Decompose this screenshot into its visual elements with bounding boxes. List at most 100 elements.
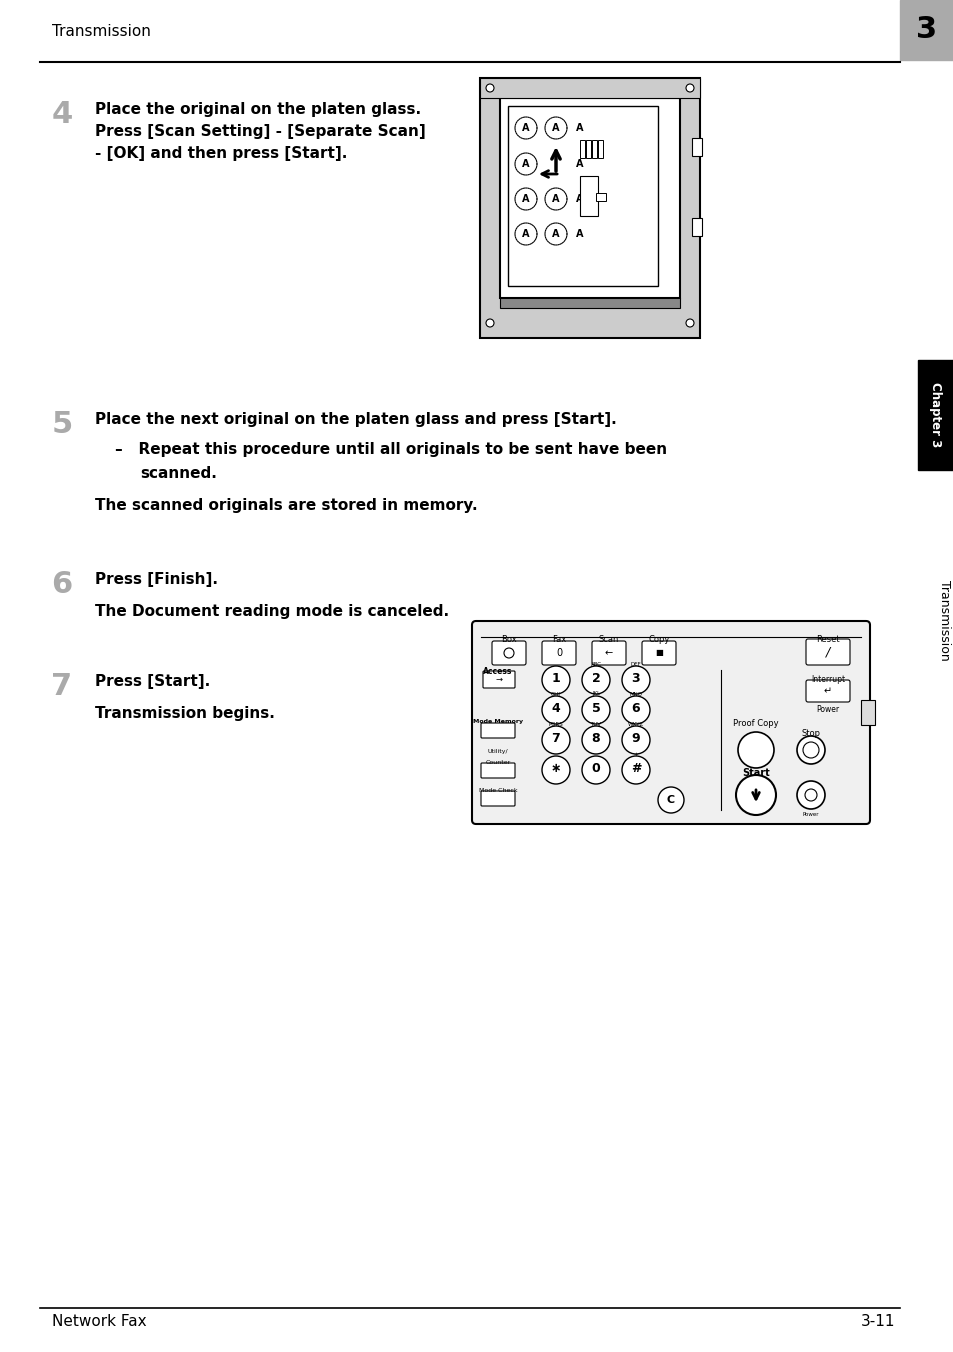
- Text: The Document reading mode is canceled.: The Document reading mode is canceled.: [95, 604, 449, 619]
- Text: 6: 6: [51, 571, 72, 599]
- Text: Place the next original on the platen glass and press [Start].: Place the next original on the platen gl…: [95, 412, 616, 427]
- Text: A: A: [552, 228, 559, 239]
- FancyBboxPatch shape: [480, 763, 515, 777]
- Bar: [596, 193, 605, 201]
- Bar: [592, 141, 597, 158]
- Polygon shape: [579, 176, 598, 216]
- Text: JKL: JKL: [591, 691, 599, 696]
- Text: Transmission: Transmission: [938, 580, 950, 660]
- Text: 8: 8: [591, 731, 599, 745]
- Text: Network Fax: Network Fax: [52, 1314, 147, 1329]
- FancyBboxPatch shape: [592, 641, 625, 665]
- Text: Mode Memory: Mode Memory: [473, 718, 522, 723]
- Text: 5: 5: [591, 702, 599, 714]
- Bar: [585, 141, 590, 158]
- Text: Box: Box: [500, 634, 517, 644]
- Text: Chapter 3: Chapter 3: [928, 383, 942, 448]
- Text: Transmission: Transmission: [52, 24, 151, 39]
- Circle shape: [541, 726, 569, 754]
- FancyBboxPatch shape: [482, 671, 515, 688]
- Text: Mode Check: Mode Check: [478, 788, 517, 794]
- FancyBboxPatch shape: [541, 641, 576, 665]
- Bar: [499, 297, 679, 308]
- Text: –   Repeat this procedure until all originals to be sent have been: – Repeat this procedure until all origin…: [115, 442, 666, 457]
- FancyBboxPatch shape: [492, 641, 525, 665]
- Text: A: A: [521, 193, 529, 204]
- Circle shape: [541, 696, 569, 725]
- Text: 6: 6: [631, 702, 639, 714]
- Text: A: A: [521, 160, 529, 169]
- Text: Interrupt: Interrupt: [810, 676, 844, 684]
- Text: 3: 3: [631, 672, 639, 684]
- Circle shape: [581, 756, 609, 784]
- Bar: [917, 360, 953, 470]
- Circle shape: [685, 319, 693, 327]
- Circle shape: [621, 696, 649, 725]
- Text: The scanned originals are stored in memory.: The scanned originals are stored in memo…: [95, 498, 477, 512]
- Text: A: A: [576, 123, 583, 132]
- Text: A: A: [521, 228, 529, 239]
- FancyBboxPatch shape: [472, 621, 869, 823]
- Text: Reset: Reset: [816, 634, 839, 644]
- Text: A: A: [521, 123, 529, 132]
- Text: Press [Start].: Press [Start].: [95, 675, 210, 690]
- Text: →: →: [495, 675, 502, 684]
- Text: Power: Power: [801, 813, 819, 818]
- Text: C: C: [666, 795, 675, 804]
- Bar: [479, 78, 700, 97]
- Text: PQRS: PQRS: [548, 722, 563, 726]
- FancyBboxPatch shape: [805, 680, 849, 702]
- Bar: [479, 78, 700, 338]
- Text: 7: 7: [551, 731, 559, 745]
- Text: 0: 0: [556, 648, 561, 658]
- Text: A: A: [576, 160, 583, 169]
- Text: A: A: [552, 193, 559, 204]
- Text: Start: Start: [741, 768, 769, 777]
- Text: ←: ←: [604, 648, 613, 658]
- Text: Proof Copy: Proof Copy: [733, 718, 778, 727]
- FancyBboxPatch shape: [641, 641, 676, 665]
- Circle shape: [685, 84, 693, 92]
- Text: Scan: Scan: [598, 634, 618, 644]
- Circle shape: [658, 787, 683, 813]
- FancyBboxPatch shape: [805, 639, 849, 665]
- Bar: [507, 105, 658, 287]
- Text: 3-11: 3-11: [860, 1314, 894, 1329]
- Text: /: /: [825, 645, 829, 658]
- Text: A: A: [576, 228, 583, 239]
- Circle shape: [621, 756, 649, 784]
- Text: 4: 4: [51, 100, 72, 128]
- Text: Place the original on the platen glass.: Place the original on the platen glass.: [95, 101, 420, 118]
- Bar: [861, 700, 874, 725]
- Text: ↵: ↵: [823, 685, 831, 696]
- FancyBboxPatch shape: [480, 723, 515, 738]
- Bar: [691, 138, 701, 155]
- Text: ■: ■: [655, 649, 662, 657]
- Text: A: A: [552, 123, 559, 132]
- Text: scanned.: scanned.: [140, 466, 216, 481]
- Bar: [899, 0, 953, 59]
- Text: 5: 5: [51, 410, 72, 439]
- Circle shape: [738, 731, 773, 768]
- Text: #: #: [630, 761, 640, 775]
- Text: Copy: Copy: [648, 634, 669, 644]
- Text: MNO: MNO: [629, 691, 641, 696]
- Text: 4: 4: [551, 702, 559, 714]
- Text: Transmission begins.: Transmission begins.: [95, 706, 274, 721]
- Text: A: A: [576, 193, 583, 204]
- Bar: [579, 141, 584, 158]
- Text: 1: 1: [551, 672, 559, 684]
- Text: Stop: Stop: [801, 729, 820, 737]
- Text: DEF: DEF: [630, 661, 640, 667]
- Text: Fax: Fax: [551, 634, 565, 644]
- Bar: [499, 97, 679, 297]
- Circle shape: [485, 84, 494, 92]
- Circle shape: [581, 667, 609, 694]
- Circle shape: [621, 726, 649, 754]
- Circle shape: [796, 735, 824, 764]
- Text: Counter: Counter: [485, 760, 510, 764]
- Text: GHI: GHI: [551, 691, 560, 696]
- Circle shape: [541, 667, 569, 694]
- Text: 2: 2: [591, 672, 599, 684]
- Circle shape: [621, 667, 649, 694]
